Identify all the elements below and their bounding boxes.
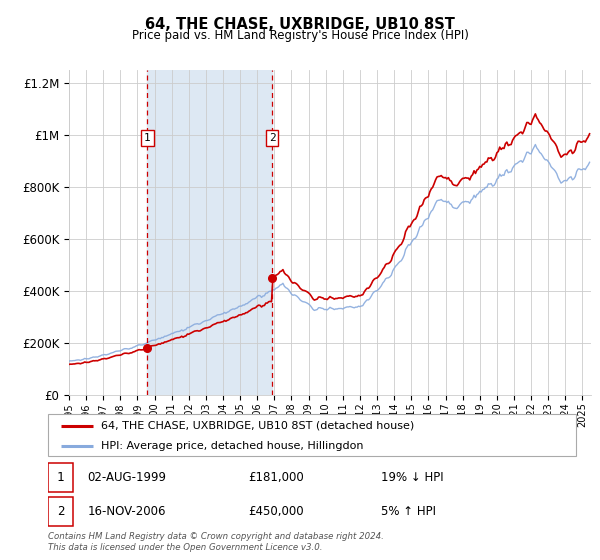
Text: 5% ↑ HPI: 5% ↑ HPI <box>380 505 436 518</box>
Text: 1: 1 <box>144 133 151 143</box>
Text: 02-AUG-1999: 02-AUG-1999 <box>88 471 167 484</box>
FancyBboxPatch shape <box>48 414 576 456</box>
Text: 16-NOV-2006: 16-NOV-2006 <box>88 505 166 518</box>
Text: 2: 2 <box>57 505 64 518</box>
Text: £450,000: £450,000 <box>248 505 304 518</box>
Text: This data is licensed under the Open Government Licence v3.0.: This data is licensed under the Open Gov… <box>48 543 323 552</box>
Text: 64, THE CHASE, UXBRIDGE, UB10 8ST: 64, THE CHASE, UXBRIDGE, UB10 8ST <box>145 17 455 32</box>
Text: 2: 2 <box>269 133 275 143</box>
Text: 19% ↓ HPI: 19% ↓ HPI <box>380 471 443 484</box>
FancyBboxPatch shape <box>48 463 73 492</box>
Text: HPI: Average price, detached house, Hillingdon: HPI: Average price, detached house, Hill… <box>101 441 364 451</box>
Text: 64, THE CHASE, UXBRIDGE, UB10 8ST (detached house): 64, THE CHASE, UXBRIDGE, UB10 8ST (detac… <box>101 421 414 431</box>
Text: 1: 1 <box>57 471 64 484</box>
Bar <box>148 70 272 395</box>
Text: Contains HM Land Registry data © Crown copyright and database right 2024.: Contains HM Land Registry data © Crown c… <box>48 532 384 541</box>
Text: Price paid vs. HM Land Registry's House Price Index (HPI): Price paid vs. HM Land Registry's House … <box>131 29 469 42</box>
FancyBboxPatch shape <box>48 497 73 526</box>
Text: £181,000: £181,000 <box>248 471 304 484</box>
